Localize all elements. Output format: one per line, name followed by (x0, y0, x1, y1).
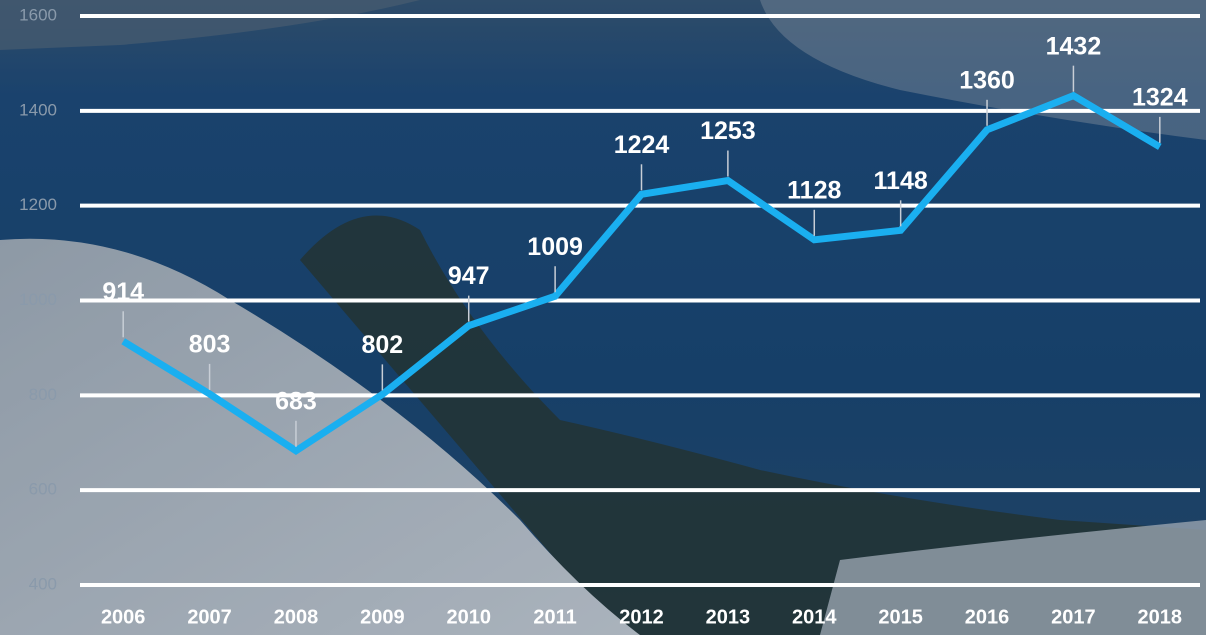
data-label: 1009 (527, 233, 583, 261)
x-tick-label: 2006 (101, 606, 146, 628)
data-label: 1148 (874, 167, 928, 195)
x-tick-label: 2018 (1138, 606, 1183, 628)
x-tick-label: 2009 (360, 606, 405, 628)
x-tick-label: 2012 (619, 606, 664, 628)
x-tick-label: 2013 (706, 606, 751, 628)
y-tick-label: 1400 (19, 100, 57, 119)
y-tick-label: 600 (29, 480, 57, 499)
data-label: 802 (361, 331, 403, 359)
data-label: 1224 (614, 131, 670, 159)
data-label: 947 (448, 262, 490, 290)
data-label: 683 (275, 387, 317, 415)
data-label: 914 (102, 278, 144, 306)
data-label: 803 (189, 331, 231, 359)
x-tick-label: 2010 (446, 606, 491, 628)
x-tick-label: 2014 (792, 606, 837, 628)
data-label: 1324 (1132, 83, 1188, 111)
data-label: 1128 (787, 176, 841, 204)
y-tick-label: 800 (29, 385, 57, 404)
data-label: 1432 (1046, 32, 1102, 60)
y-tick-label: 1000 (19, 290, 57, 309)
y-tick-label: 400 (29, 574, 57, 593)
x-tick-label: 2008 (274, 606, 319, 628)
data-label: 1253 (700, 117, 756, 145)
y-tick-label: 1600 (19, 5, 57, 24)
x-tick-label: 2011 (533, 606, 576, 628)
x-tick-label: 2007 (187, 606, 232, 628)
data-label: 1360 (959, 66, 1015, 94)
x-tick-label: 2016 (965, 606, 1010, 628)
overlay (0, 0, 1206, 635)
chart: 400 600 800 1000 1200 1400 1600 2006 2007 2008 200… (0, 0, 1206, 635)
x-tick-label: 2015 (878, 606, 923, 628)
x-tick-label: 2017 (1051, 606, 1096, 628)
y-tick-label: 1200 (19, 195, 57, 214)
